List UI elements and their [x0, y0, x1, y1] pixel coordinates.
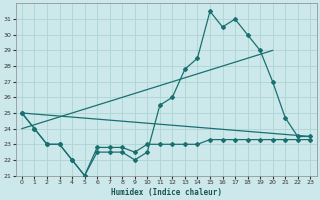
- X-axis label: Humidex (Indice chaleur): Humidex (Indice chaleur): [111, 188, 221, 197]
